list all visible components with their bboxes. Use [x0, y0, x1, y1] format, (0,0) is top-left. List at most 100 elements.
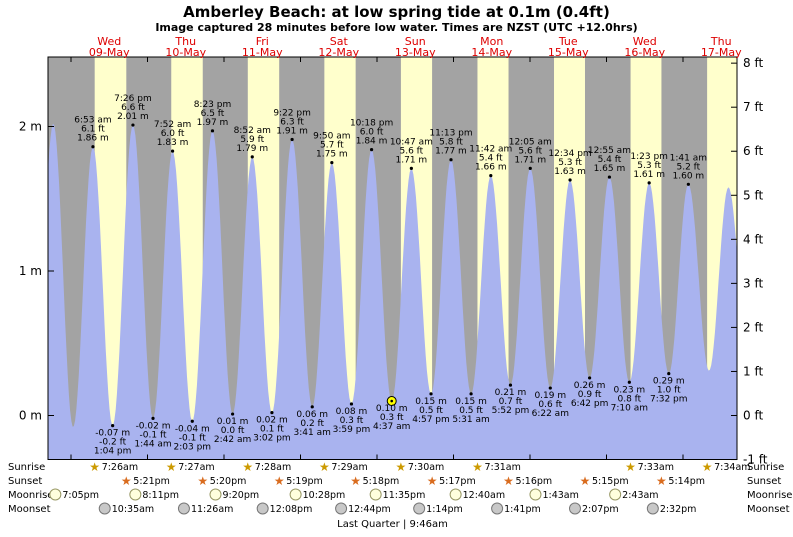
sunset-star-icon: ★ [503, 474, 514, 488]
high-tide-label: 1.63 m [554, 167, 586, 177]
high-tide-label: 6.6 ft [121, 103, 145, 113]
high-tide-label: 11:13 pm [429, 129, 472, 139]
high-tide-label: 1.91 m [276, 127, 308, 137]
high-tide-label: 6.5 ft [201, 109, 225, 119]
row-label-moonset-right: Moonset [747, 504, 790, 515]
moonset-icon [335, 502, 348, 515]
high-tide-label: 1.66 m [475, 163, 507, 173]
high-tide-label: 1.65 m [594, 164, 626, 174]
sunrise-star-icon: ★ [89, 460, 100, 474]
chart-title: Amberley Beach: at low spring tide at 0.… [183, 3, 610, 21]
low-tide-label: 0.26 m [574, 381, 606, 391]
high-tide-label: 7:52 am [154, 120, 191, 130]
low-tide-dot [627, 380, 631, 384]
low-tide-label: 5:52 pm [492, 406, 530, 416]
high-tide-label: 10:47 am [390, 137, 433, 147]
low-tide-dot [270, 411, 274, 415]
high-tide-dot [607, 175, 612, 179]
low-tide-label: 0.08 m [336, 407, 368, 417]
high-tide-label: 1.60 m [673, 171, 705, 181]
y-axis-label-m: 2 m [19, 120, 42, 134]
y-axis-label-ft: 2 ft [743, 320, 763, 334]
moon-phase-label: Last Quarter | 9:46am [337, 519, 448, 530]
day-label-date: 16-May [624, 46, 665, 59]
low-tide-label: 0.29 m [653, 377, 685, 387]
high-tide-label: 5.2 ft [677, 162, 701, 172]
low-tide-label: 0.5 ft [419, 406, 443, 416]
low-tide-dot [349, 402, 354, 406]
high-tide-label: 10:18 pm [350, 119, 393, 129]
high-tide-label: 7:26 pm [114, 94, 152, 104]
moonset-icon [256, 502, 269, 515]
high-tide-dot [686, 182, 690, 186]
day-label-weekday: Mon [480, 35, 503, 48]
high-tide-label: 6.1 ft [81, 125, 105, 135]
day-label-weekday: Wed [97, 35, 121, 48]
y-axis-label-ft: 6 ft [743, 144, 763, 158]
low-tide-label: 0.02 m [256, 416, 288, 426]
sunrise-time: 7:29am [331, 462, 367, 473]
sunrise-star-icon: ★ [166, 460, 177, 474]
day-label-weekday: Fri [256, 35, 269, 48]
low-tide-label: 3:02 pm [253, 434, 291, 444]
sunset-star-icon: ★ [427, 474, 438, 488]
y-axis-label-ft: 4 ft [743, 232, 763, 246]
row-label-sunrise-left: Sunrise [8, 462, 45, 473]
low-tide-label: 0.3 ft [380, 413, 404, 423]
low-tide-dot [231, 412, 235, 416]
low-tide-label: -0.07 m [95, 429, 130, 439]
row-label-sunset-left: Sunset [8, 476, 42, 487]
high-tide-label: 6:53 am [74, 116, 111, 126]
sunrise-time: 7:31am [484, 462, 520, 473]
low-tide-label: -0.04 m [175, 424, 210, 434]
low-tide-dot [508, 383, 513, 387]
sunset-time: 5:14pm [668, 476, 705, 487]
row-label-sunset-right: Sunset [747, 476, 781, 487]
sunrise-star-icon: ★ [625, 460, 636, 474]
day-label-date: 11-May [242, 46, 283, 59]
sunrise-time: 7:30am [408, 462, 444, 473]
day-label-weekday: Thu [710, 35, 732, 48]
moonrise-time: 10:28pm [303, 490, 346, 501]
high-tide-label: 5.6 ft [518, 146, 542, 156]
low-tide-dot [588, 376, 592, 380]
high-tide-dot [330, 161, 334, 165]
chart-subtitle: Image captured 28 minutes before low wat… [155, 21, 638, 34]
moonrise-icon [289, 488, 302, 501]
low-tide-label: 0.5 ft [459, 406, 483, 416]
low-tide-label: 4:57 pm [412, 415, 450, 425]
y-axis-label-ft: -1 ft [743, 453, 768, 467]
low-tide-dot [190, 419, 194, 423]
low-tide-label: 0.15 m [415, 397, 447, 407]
low-tide-label: 7:32 pm [650, 395, 688, 405]
sunrise-star-icon: ★ [319, 460, 330, 474]
low-tide-label: 0.2 ft [300, 419, 324, 429]
high-tide-label: 1.75 m [316, 150, 348, 160]
moonset-icon [568, 502, 581, 515]
low-tide-label: 0.3 ft [340, 416, 364, 426]
high-tide-label: 5.4 ft [479, 154, 503, 164]
low-tide-label: 2:42 am [214, 435, 251, 445]
low-tide-label: 3:41 am [294, 428, 331, 438]
sunset-time: 5:21pm [133, 476, 170, 487]
moonset-icon [413, 502, 426, 515]
high-tide-label: 8:52 am [234, 126, 271, 136]
high-tide-label: 6.0 ft [161, 129, 185, 139]
high-tide-label: 9:50 am [313, 132, 350, 142]
moonrise-time: 2:43am [622, 490, 658, 501]
moonset-time: 10:35am [112, 504, 154, 515]
moonset-time: 1:41pm [504, 504, 541, 515]
day-label-date: 12-May [318, 46, 359, 59]
low-tide-label: 0.01 m [217, 417, 249, 427]
low-tide-label: 0.23 m [614, 385, 646, 395]
high-tide-dot [210, 129, 215, 133]
row-label-sunrise-right: Sunrise [747, 462, 784, 473]
high-tide-label: 5.3 ft [637, 161, 661, 171]
high-tide-label: 1.71 m [396, 155, 428, 165]
low-tide-label: 6:42 pm [571, 399, 609, 409]
high-tide-dot [647, 181, 651, 185]
moonset-icon [646, 502, 659, 515]
sunset-star-icon: ★ [580, 474, 591, 488]
low-tide-label: 5:31 am [452, 415, 489, 425]
